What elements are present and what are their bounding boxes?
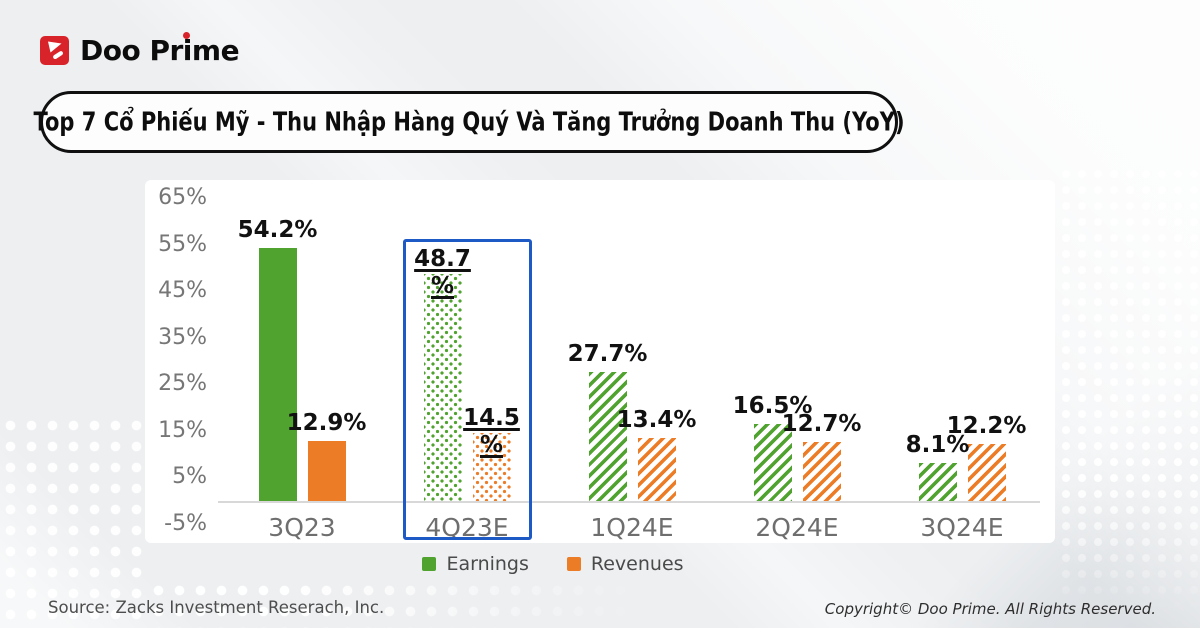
- bar-revenues-1q24e: [637, 438, 676, 501]
- brand-name: Doo Prime: [80, 32, 240, 67]
- brand-name-text: Doo Prime: [80, 34, 240, 67]
- bar-value-label: 54.2%: [237, 217, 318, 244]
- bar-value-label: 48.7%: [414, 245, 471, 299]
- legend-label-earnings: Earnings: [446, 553, 529, 575]
- legend-item-revenues: Revenues: [566, 553, 684, 575]
- x-axis-line: [218, 500, 1040, 503]
- bar-value-label: 12.7%: [781, 410, 862, 437]
- brand-i-dot: [183, 32, 190, 39]
- x-axis-category-label: 2Q24E: [755, 513, 839, 542]
- bar-value-label: 13.4%: [616, 407, 697, 434]
- y-axis-tick-label: 65%: [158, 185, 207, 210]
- doo-prime-logo-icon: [40, 36, 69, 65]
- chart-panel: 65% 55% 45% 35% 25% 15% 5% -5% 3Q23 54.2% 12.9% 4Q2…: [145, 180, 1055, 543]
- bar-value-label: 12.2%: [946, 412, 1027, 439]
- y-axis-tick-label: 55%: [158, 231, 207, 257]
- copyright-note: Copyright© Doo Prime. All Rights Reserve…: [824, 600, 1156, 618]
- y-axis-tick-label: 15%: [158, 417, 207, 443]
- bar-value-label: 27.7%: [567, 340, 648, 367]
- x-axis-category-label: 1Q24E: [590, 513, 674, 542]
- dot-pattern-left: [0, 415, 150, 628]
- bar-revenues-2q24e: [802, 441, 841, 501]
- bar-earnings-3q23: [258, 248, 297, 501]
- chart-legend: Earnings Revenues: [145, 553, 961, 575]
- y-axis-tick-label: 45%: [158, 278, 207, 304]
- legend-swatch-earnings: [422, 557, 437, 571]
- brand-logo: Doo Prime: [40, 32, 240, 67]
- dot-pattern-right: [1058, 166, 1200, 612]
- bar-value-label: 14.5%: [463, 405, 520, 459]
- bar-earnings-4q23e: [423, 273, 462, 501]
- x-axis-category-label: 4Q23E: [425, 513, 509, 542]
- chart-title: Top 7 Cổ Phiếu Mỹ - Thu Nhập Hàng Quý Và…: [33, 107, 905, 137]
- x-axis-category-label: 3Q23: [268, 513, 336, 542]
- legend-swatch-revenues: [566, 557, 581, 571]
- y-axis-tick-label: 35%: [158, 324, 207, 350]
- x-axis-category-label: 3Q24E: [920, 513, 1004, 542]
- source-note: Source: Zacks Investment Reserach, Inc.: [48, 598, 385, 617]
- legend-item-earnings: Earnings: [422, 553, 529, 575]
- y-axis-tick-label: -5%: [164, 511, 207, 536]
- bar-value-label: 12.9%: [286, 409, 367, 436]
- y-axis-tick-label: 25%: [158, 371, 207, 397]
- chart-title-banner: Top 7 Cổ Phiếu Mỹ - Thu Nhập Hàng Quý Và…: [33, 91, 905, 153]
- y-axis-tick-label: 5%: [172, 464, 207, 490]
- bar-revenues-3q23: [307, 440, 346, 501]
- bar-earnings-3q24e: [918, 462, 957, 501]
- legend-label-revenues: Revenues: [590, 553, 684, 575]
- bar-earnings-1q24e: [588, 371, 627, 501]
